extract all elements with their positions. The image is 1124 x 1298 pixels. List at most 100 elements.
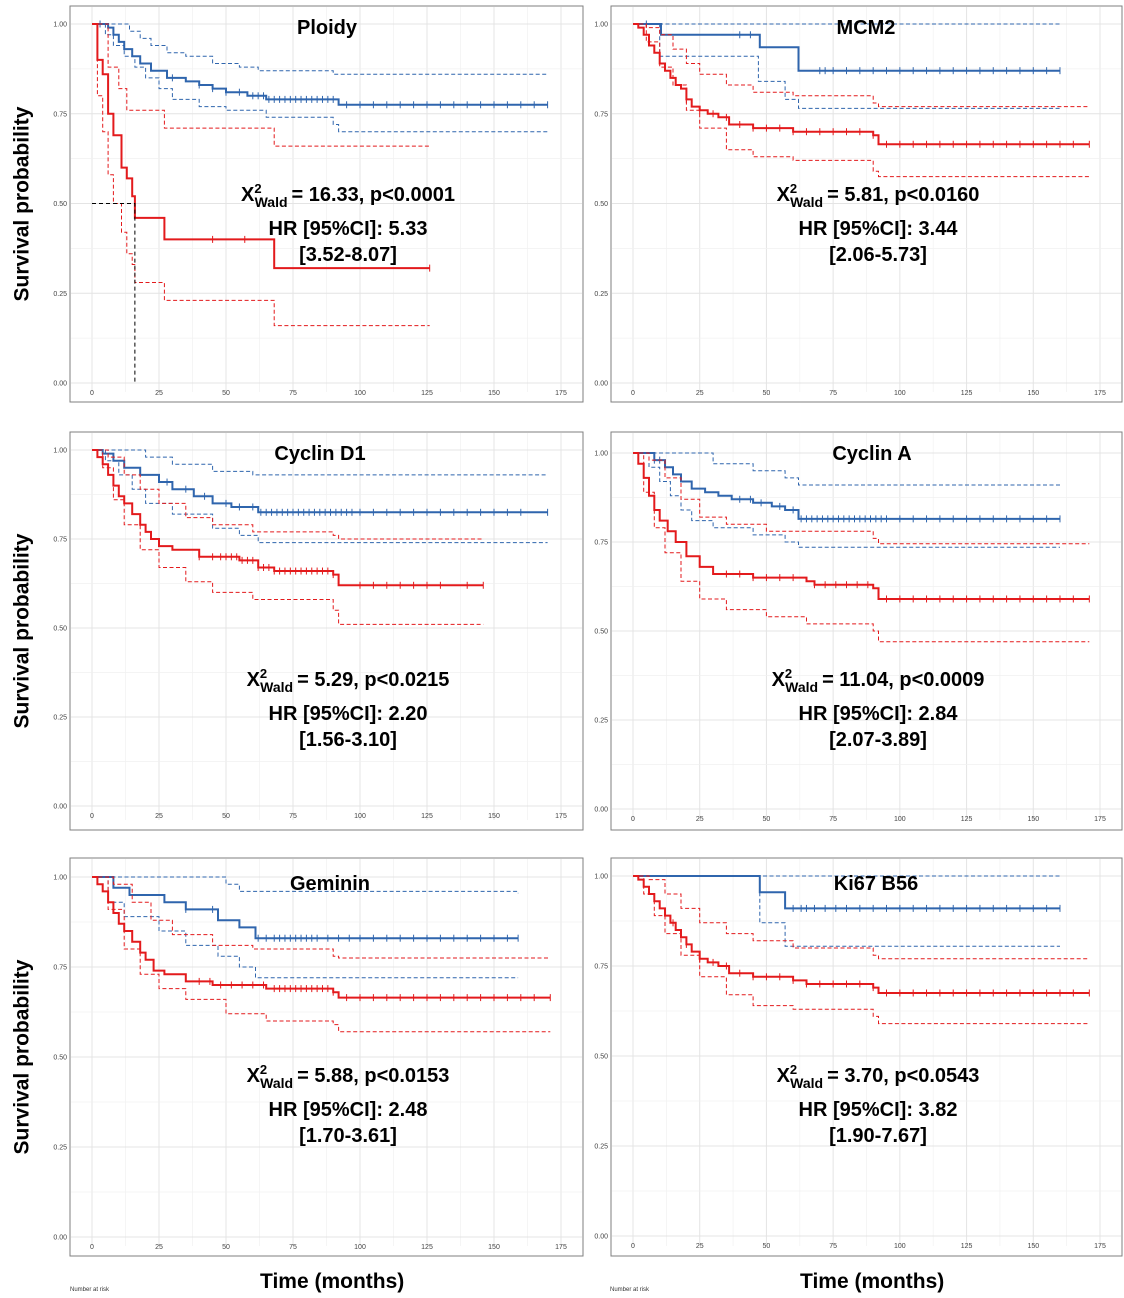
- x-tick-label: 50: [763, 1243, 771, 1250]
- x-tick-label: 175: [555, 813, 567, 820]
- x-tick-label: 25: [696, 390, 704, 397]
- x-tick-label: 50: [763, 816, 771, 823]
- hazard-ratio: HR [95%CI]: 2.20: [269, 703, 428, 725]
- y-tick-label: 1.00: [53, 448, 67, 455]
- x-tick-label: 125: [961, 390, 973, 397]
- chi-square-stat: X2 Wald = 5.88, p<0.0153: [247, 1062, 450, 1091]
- y-tick-label: 0.00: [594, 807, 608, 814]
- risk-table-caption-right: Number at risk: [610, 1287, 650, 1293]
- confidence-interval: [2.06-5.73]: [829, 244, 927, 266]
- x-tick-label: 0: [631, 1243, 635, 1250]
- x-tick-label: 25: [155, 813, 163, 820]
- panel-title: Cyclin D1: [274, 443, 365, 465]
- ci-upper-high-group: [92, 23, 430, 147]
- y-tick-label: 0.50: [53, 201, 67, 208]
- y-tick-label: 0.75: [594, 964, 608, 971]
- ci-upper-low-group: [633, 452, 1060, 486]
- x-tick-label: 50: [222, 813, 230, 820]
- chi-square-stat: X2 Wald = 5.81, p<0.0160: [777, 181, 980, 210]
- survival-curve-high-group: [633, 875, 1090, 994]
- ci-lower-high-group: [633, 875, 1090, 1025]
- x-tick-label: 175: [1094, 1243, 1106, 1250]
- x-tick-label: 0: [90, 390, 94, 397]
- ci-upper-low-group: [92, 23, 548, 75]
- x-tick-label: 0: [631, 816, 635, 823]
- x-tick-label: 50: [222, 1244, 230, 1251]
- hazard-ratio: HR [95%CI]: 3.82: [799, 1099, 958, 1121]
- x-axis-label-left: Time (months): [260, 1270, 405, 1293]
- x-tick-label: 175: [555, 390, 567, 397]
- x-axis-label-right: Time (months): [800, 1270, 945, 1293]
- y-tick-label: 0.25: [594, 291, 608, 298]
- hazard-ratio: HR [95%CI]: 2.84: [799, 703, 959, 725]
- y-tick-label: 0.00: [594, 381, 608, 388]
- x-tick-label: 50: [222, 390, 230, 397]
- survival-curve-low-group: [633, 875, 1060, 910]
- chi-square-stat: X2 Wald = 16.33, p<0.0001: [241, 181, 455, 210]
- ci-upper-high-group: [92, 449, 484, 540]
- x-tick-label: 150: [1027, 390, 1039, 397]
- km-panel-4: 0 25 50 75 100 125 150 175 0.00 0.25 0.50 0.75 1.00 C…: [594, 431, 1123, 831]
- survival-curve-high-group: [92, 23, 430, 270]
- x-tick-label: 50: [763, 390, 771, 397]
- chi-square-stat: X2 Wald = 5.29, p<0.0215: [247, 666, 450, 695]
- y-tick-label: 0.50: [594, 201, 608, 208]
- ci-upper-high-group: [92, 876, 551, 959]
- ci-lower-low-group: [92, 23, 548, 133]
- ci-lower-low-group: [92, 876, 519, 979]
- survival-curve-high-group: [92, 876, 551, 999]
- x-tick-label: 100: [894, 816, 906, 823]
- confidence-interval: [1.70-3.61]: [299, 1125, 397, 1147]
- confidence-interval: [1.56-3.10]: [299, 729, 397, 751]
- ci-lower-low-group: [633, 452, 1060, 548]
- panel-title: MCM2: [837, 17, 896, 39]
- x-tick-label: 75: [289, 390, 297, 397]
- hazard-ratio: HR [95%CI]: 5.33: [269, 218, 428, 240]
- y-tick-label: 0.75: [53, 537, 67, 544]
- median-survival-line: [92, 203, 136, 383]
- x-tick-label: 0: [90, 1244, 94, 1251]
- y-tick-label: 0.00: [53, 1235, 67, 1242]
- x-tick-label: 175: [1094, 816, 1106, 823]
- x-tick-label: 25: [155, 1244, 163, 1251]
- km-panel-1: 0 25 50 75 100 125 150 175 0.00 0.25 0.50 0.75 1.00 P…: [53, 5, 584, 403]
- x-tick-label: 150: [1027, 816, 1039, 823]
- y-tick-label: 0.25: [53, 715, 67, 722]
- y-tick-label: 0.75: [594, 111, 608, 118]
- y-tick-label: 1.00: [594, 22, 608, 29]
- confidence-interval: [2.07-3.89]: [829, 729, 927, 751]
- x-tick-label: 100: [354, 813, 366, 820]
- hazard-ratio: HR [95%CI]: 2.48: [269, 1099, 428, 1121]
- x-tick-label: 125: [421, 813, 433, 820]
- ci-upper-low-group: [92, 449, 548, 476]
- survival-curve-high-group: [92, 449, 484, 587]
- panel-title: Ki67 B56: [834, 873, 919, 895]
- y-tick-label: 0.50: [53, 626, 67, 633]
- ci-lower-high-group: [92, 876, 551, 1033]
- x-tick-label: 100: [354, 1244, 366, 1251]
- y-tick-label: 0.00: [53, 381, 67, 388]
- y-tick-label: 1.00: [53, 22, 67, 29]
- x-tick-label: 75: [289, 1244, 297, 1251]
- x-tick-label: 75: [829, 816, 837, 823]
- y-tick-label: 0.00: [594, 1234, 608, 1241]
- y-tick-label: 1.00: [53, 875, 67, 882]
- chi-square-stat: X2 Wald = 3.70, p<0.0543: [777, 1062, 980, 1091]
- x-tick-label: 0: [631, 390, 635, 397]
- x-tick-label: 25: [155, 390, 163, 397]
- y-tick-label: 0.25: [53, 1145, 67, 1152]
- ci-upper-high-group: [633, 875, 1090, 960]
- x-tick-label: 75: [829, 390, 837, 397]
- ci-lower-high-group: [92, 23, 430, 327]
- risk-table-caption-left: Number at risk: [70, 1287, 110, 1293]
- y-tick-label: 0.50: [53, 1055, 67, 1062]
- ci-upper-high-group: [633, 23, 1090, 108]
- y-tick-label: 0.25: [594, 718, 608, 725]
- km-panel-6: 0 25 50 75 100 125 150 175 0.00 0.25 0.50 0.75 1.00 K…: [594, 857, 1123, 1257]
- x-tick-label: 150: [488, 390, 500, 397]
- x-tick-label: 125: [421, 1244, 433, 1251]
- km-panel-5: 0 25 50 75 100 125 150 175 0.00 0.25 0.50 0.75 1.00 G…: [53, 857, 584, 1257]
- ci-lower-low-group: [633, 23, 1060, 109]
- confidence-interval: [1.90-7.67]: [829, 1125, 927, 1147]
